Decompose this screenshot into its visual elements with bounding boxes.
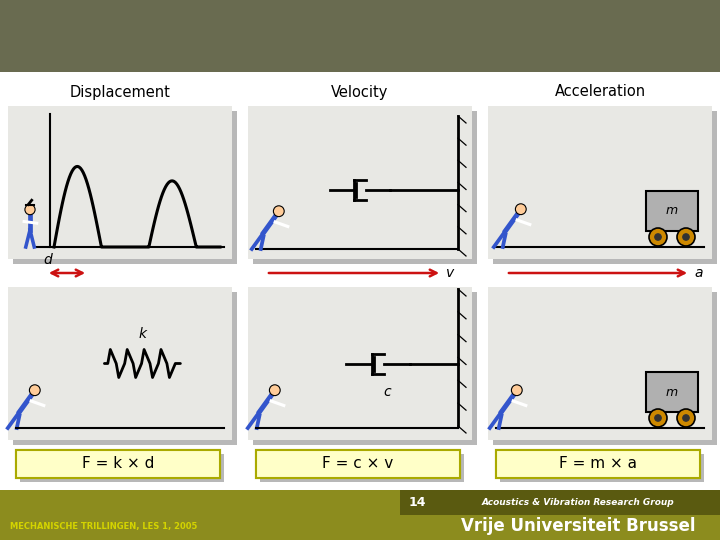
FancyBboxPatch shape xyxy=(256,450,460,478)
Text: Velocity: Velocity xyxy=(331,84,389,99)
FancyBboxPatch shape xyxy=(20,454,224,482)
Circle shape xyxy=(683,415,689,421)
FancyBboxPatch shape xyxy=(0,0,720,72)
Text: Acoustics & Vibration Research Group: Acoustics & Vibration Research Group xyxy=(482,498,674,507)
Circle shape xyxy=(649,409,667,427)
FancyBboxPatch shape xyxy=(16,450,220,478)
FancyBboxPatch shape xyxy=(253,292,477,445)
Text: k: k xyxy=(138,327,146,341)
FancyBboxPatch shape xyxy=(0,490,720,540)
FancyBboxPatch shape xyxy=(248,287,472,440)
FancyBboxPatch shape xyxy=(646,191,698,231)
Circle shape xyxy=(655,234,661,240)
FancyBboxPatch shape xyxy=(260,454,464,482)
Text: a: a xyxy=(694,266,703,280)
Text: Displacement: Displacement xyxy=(70,84,171,99)
FancyBboxPatch shape xyxy=(500,454,704,482)
FancyBboxPatch shape xyxy=(646,372,698,412)
Text: F = c × v: F = c × v xyxy=(323,456,394,471)
FancyBboxPatch shape xyxy=(493,111,717,264)
FancyBboxPatch shape xyxy=(400,490,436,515)
Text: 14: 14 xyxy=(409,496,426,509)
Circle shape xyxy=(649,228,667,246)
Circle shape xyxy=(274,206,284,217)
FancyBboxPatch shape xyxy=(13,292,237,445)
Circle shape xyxy=(30,385,40,396)
Circle shape xyxy=(269,385,280,396)
Text: Acceleration: Acceleration xyxy=(554,84,646,99)
Text: MECHANISCHE TRILLINGEN, LES 1, 2005: MECHANISCHE TRILLINGEN, LES 1, 2005 xyxy=(10,522,197,530)
FancyBboxPatch shape xyxy=(256,450,460,478)
Circle shape xyxy=(683,234,689,240)
FancyBboxPatch shape xyxy=(16,450,220,478)
FancyBboxPatch shape xyxy=(496,450,700,478)
Circle shape xyxy=(655,415,661,421)
Text: F = m × a: F = m × a xyxy=(559,456,637,471)
Circle shape xyxy=(25,205,35,215)
FancyBboxPatch shape xyxy=(8,287,232,440)
FancyBboxPatch shape xyxy=(488,287,712,440)
Circle shape xyxy=(516,204,526,214)
Text: d: d xyxy=(43,253,52,267)
Text: F = k × d: F = k × d xyxy=(82,456,154,471)
Circle shape xyxy=(677,228,695,246)
FancyBboxPatch shape xyxy=(488,106,712,259)
Text: v: v xyxy=(446,266,454,280)
FancyBboxPatch shape xyxy=(493,292,717,445)
Text: Mechanische parameters: Mechanische parameters xyxy=(18,22,403,51)
Text: c: c xyxy=(383,386,391,400)
FancyBboxPatch shape xyxy=(253,111,477,264)
Text: Vrije Universiteit Brussel: Vrije Universiteit Brussel xyxy=(461,517,695,535)
FancyBboxPatch shape xyxy=(8,106,232,259)
FancyBboxPatch shape xyxy=(13,111,237,264)
Text: m: m xyxy=(666,205,678,218)
FancyBboxPatch shape xyxy=(496,450,700,478)
FancyBboxPatch shape xyxy=(436,490,720,515)
Text: m: m xyxy=(666,386,678,399)
Circle shape xyxy=(677,409,695,427)
Circle shape xyxy=(511,385,522,396)
FancyBboxPatch shape xyxy=(248,106,472,259)
